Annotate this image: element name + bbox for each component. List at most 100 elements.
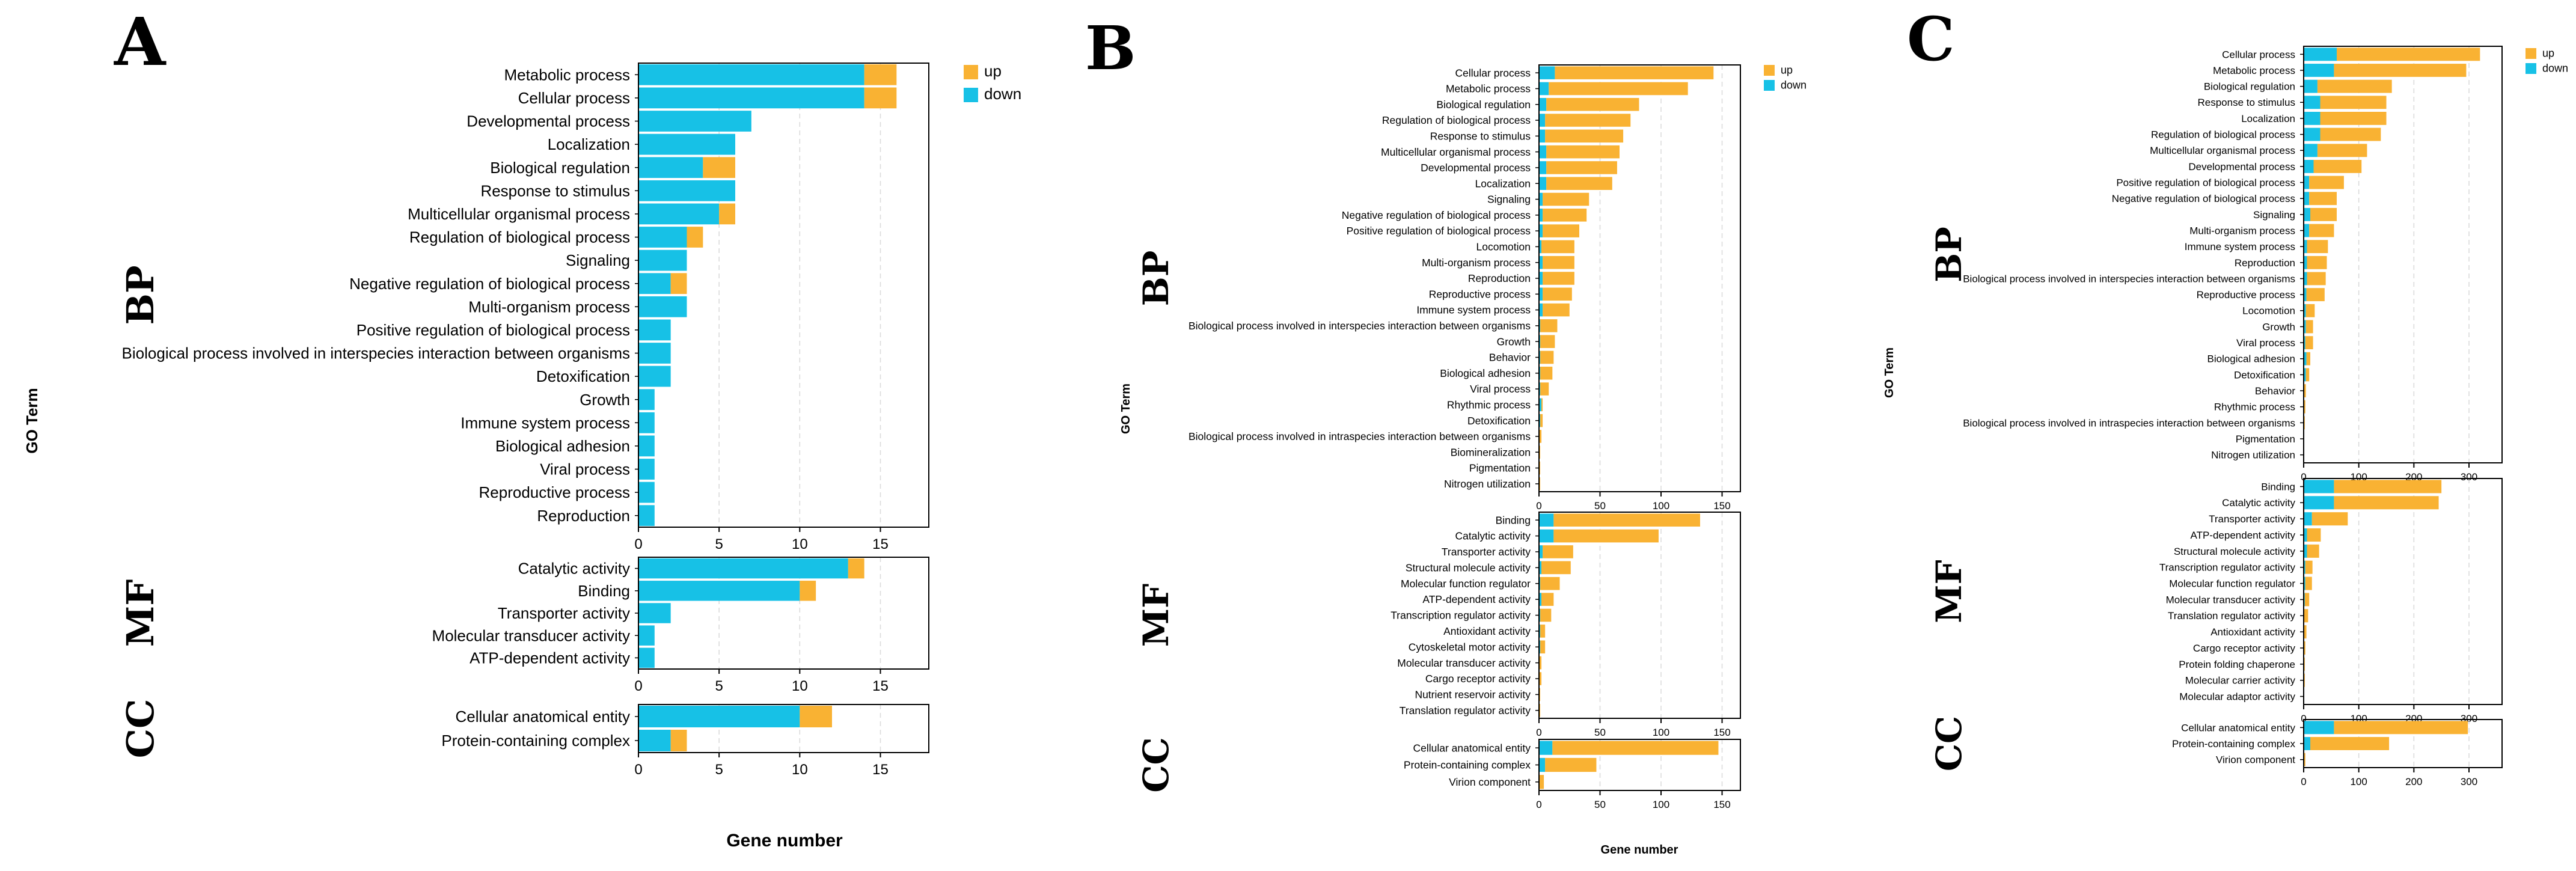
category-label: Molecular transducer activity — [2166, 594, 2296, 605]
x-tick-label: 100 — [2350, 471, 2367, 483]
bar-down — [2304, 207, 2310, 221]
category-label: Viral process — [2236, 337, 2295, 349]
x-tick-label: 100 — [2350, 776, 2367, 787]
bar-down — [1539, 576, 1541, 590]
legend-label-up: up — [2542, 47, 2554, 59]
bar-down — [1539, 561, 1542, 575]
bar-up — [1543, 545, 1573, 558]
category-label: Localization — [548, 135, 630, 153]
bar-up — [800, 706, 832, 727]
section-label: BP — [1136, 251, 1176, 307]
category-label: Metabolic process — [504, 66, 630, 84]
bar-up — [2313, 159, 2362, 173]
category-label: Binding — [2261, 481, 2295, 492]
bar-down — [638, 319, 671, 341]
legend: up down — [1764, 64, 1807, 91]
panel-letter: A — [114, 3, 167, 81]
category-label: Multicellular organismal process — [1381, 146, 1531, 158]
bar-down — [2304, 496, 2334, 510]
category-label: Biological adhesion — [495, 437, 630, 455]
bar-up — [670, 273, 687, 295]
x-tick-label: 300 — [2461, 471, 2477, 483]
bar-down — [638, 227, 687, 248]
category-label: Positive regulation of biological proces… — [356, 321, 630, 339]
bar-down — [2304, 544, 2307, 558]
category-label: Detoxification — [2234, 369, 2295, 380]
bar-up — [1543, 192, 1589, 206]
bar-down — [2304, 480, 2334, 494]
bar-down — [638, 603, 671, 623]
bar-down — [1539, 757, 1546, 772]
bar-up — [1553, 513, 1700, 527]
bar-up — [1545, 129, 1624, 143]
bar-up — [1539, 461, 1541, 475]
category-label: ATP-dependent activity — [1422, 593, 1531, 605]
bar-up — [1543, 272, 1574, 285]
bar-down — [2304, 144, 2317, 157]
bar-up — [1549, 82, 1688, 96]
x-tick-label: 100 — [1653, 799, 1669, 810]
bar-up — [2305, 368, 2310, 382]
section-label: CC — [1136, 737, 1176, 792]
bar-down — [1539, 513, 1554, 527]
bar-up — [2306, 352, 2310, 365]
category-label: Multi-organism process — [2189, 225, 2295, 236]
legend-label-down: down — [2542, 62, 2568, 74]
bar-down — [638, 273, 671, 295]
axis-frame — [638, 704, 929, 753]
legend-swatch-down — [1764, 80, 1775, 91]
bar-up — [1540, 625, 1546, 638]
category-label: Response to stimulus — [2197, 97, 2295, 108]
bar-up — [1540, 640, 1546, 654]
category-label: Metabolic process — [2213, 65, 2295, 76]
bar-up — [2304, 753, 2305, 766]
bar-down — [638, 647, 655, 668]
section-mf: Binding Catalytic activity Transporter act… — [1929, 478, 2503, 724]
category-label: Protein-containing complex — [1404, 759, 1531, 771]
category-label: Biological process involved in interspec… — [1963, 273, 2295, 284]
category-label: Cellular anatomical entity — [1413, 742, 1531, 754]
bar-up — [1555, 66, 1714, 79]
legend-swatch-up — [2526, 48, 2536, 59]
category-label: Positive regulation of biological proces… — [1347, 225, 1531, 237]
bar-down — [1539, 255, 1543, 269]
category-label: Growth — [2262, 321, 2295, 332]
x-tick-label: 0 — [634, 678, 642, 694]
bar-down — [1539, 161, 1547, 174]
bar-up — [1539, 672, 1542, 685]
category-label: Biological process involved in intraspec… — [1189, 430, 1531, 442]
category-label: Signaling — [2253, 209, 2295, 221]
axis-frame — [1538, 512, 1741, 719]
category-label: Biological regulation — [490, 159, 630, 177]
category-label: Virion component — [2216, 754, 2295, 766]
axis-frame — [638, 63, 929, 528]
bar-down — [638, 435, 655, 457]
bar-down — [2304, 159, 2314, 173]
bar-down — [2304, 304, 2306, 317]
bar-up — [2309, 224, 2334, 237]
bar-up — [2307, 255, 2327, 269]
bar-up — [1539, 656, 1542, 670]
bar-up — [1540, 414, 1543, 427]
legend-label-up: up — [1781, 64, 1793, 76]
bar-up — [1545, 114, 1631, 127]
category-label: Cellular process — [518, 89, 630, 107]
x-tick-label: 150 — [1713, 500, 1730, 512]
category-label: Biological adhesion — [1440, 367, 1531, 379]
bar-down — [638, 180, 735, 201]
bar-up — [1543, 209, 1587, 222]
bar-up — [2337, 47, 2480, 61]
category-label: Signaling — [566, 251, 630, 269]
section-bp: Cellular process Metabolic process Biologi… — [1136, 64, 1741, 512]
category-label: Locomotion — [2242, 305, 2295, 317]
bar-down — [2304, 272, 2307, 286]
bar-down — [1539, 545, 1543, 558]
category-label: Developmental process — [1421, 162, 1531, 174]
category-label: Developmental process — [2188, 161, 2295, 173]
bar-down — [2304, 721, 2334, 735]
x-tick-label: 50 — [1594, 727, 1606, 738]
category-label: Response to stimulus — [480, 182, 630, 200]
legend-swatch-down — [964, 88, 978, 102]
bar-up — [1546, 97, 1639, 111]
bar-up — [864, 87, 897, 109]
